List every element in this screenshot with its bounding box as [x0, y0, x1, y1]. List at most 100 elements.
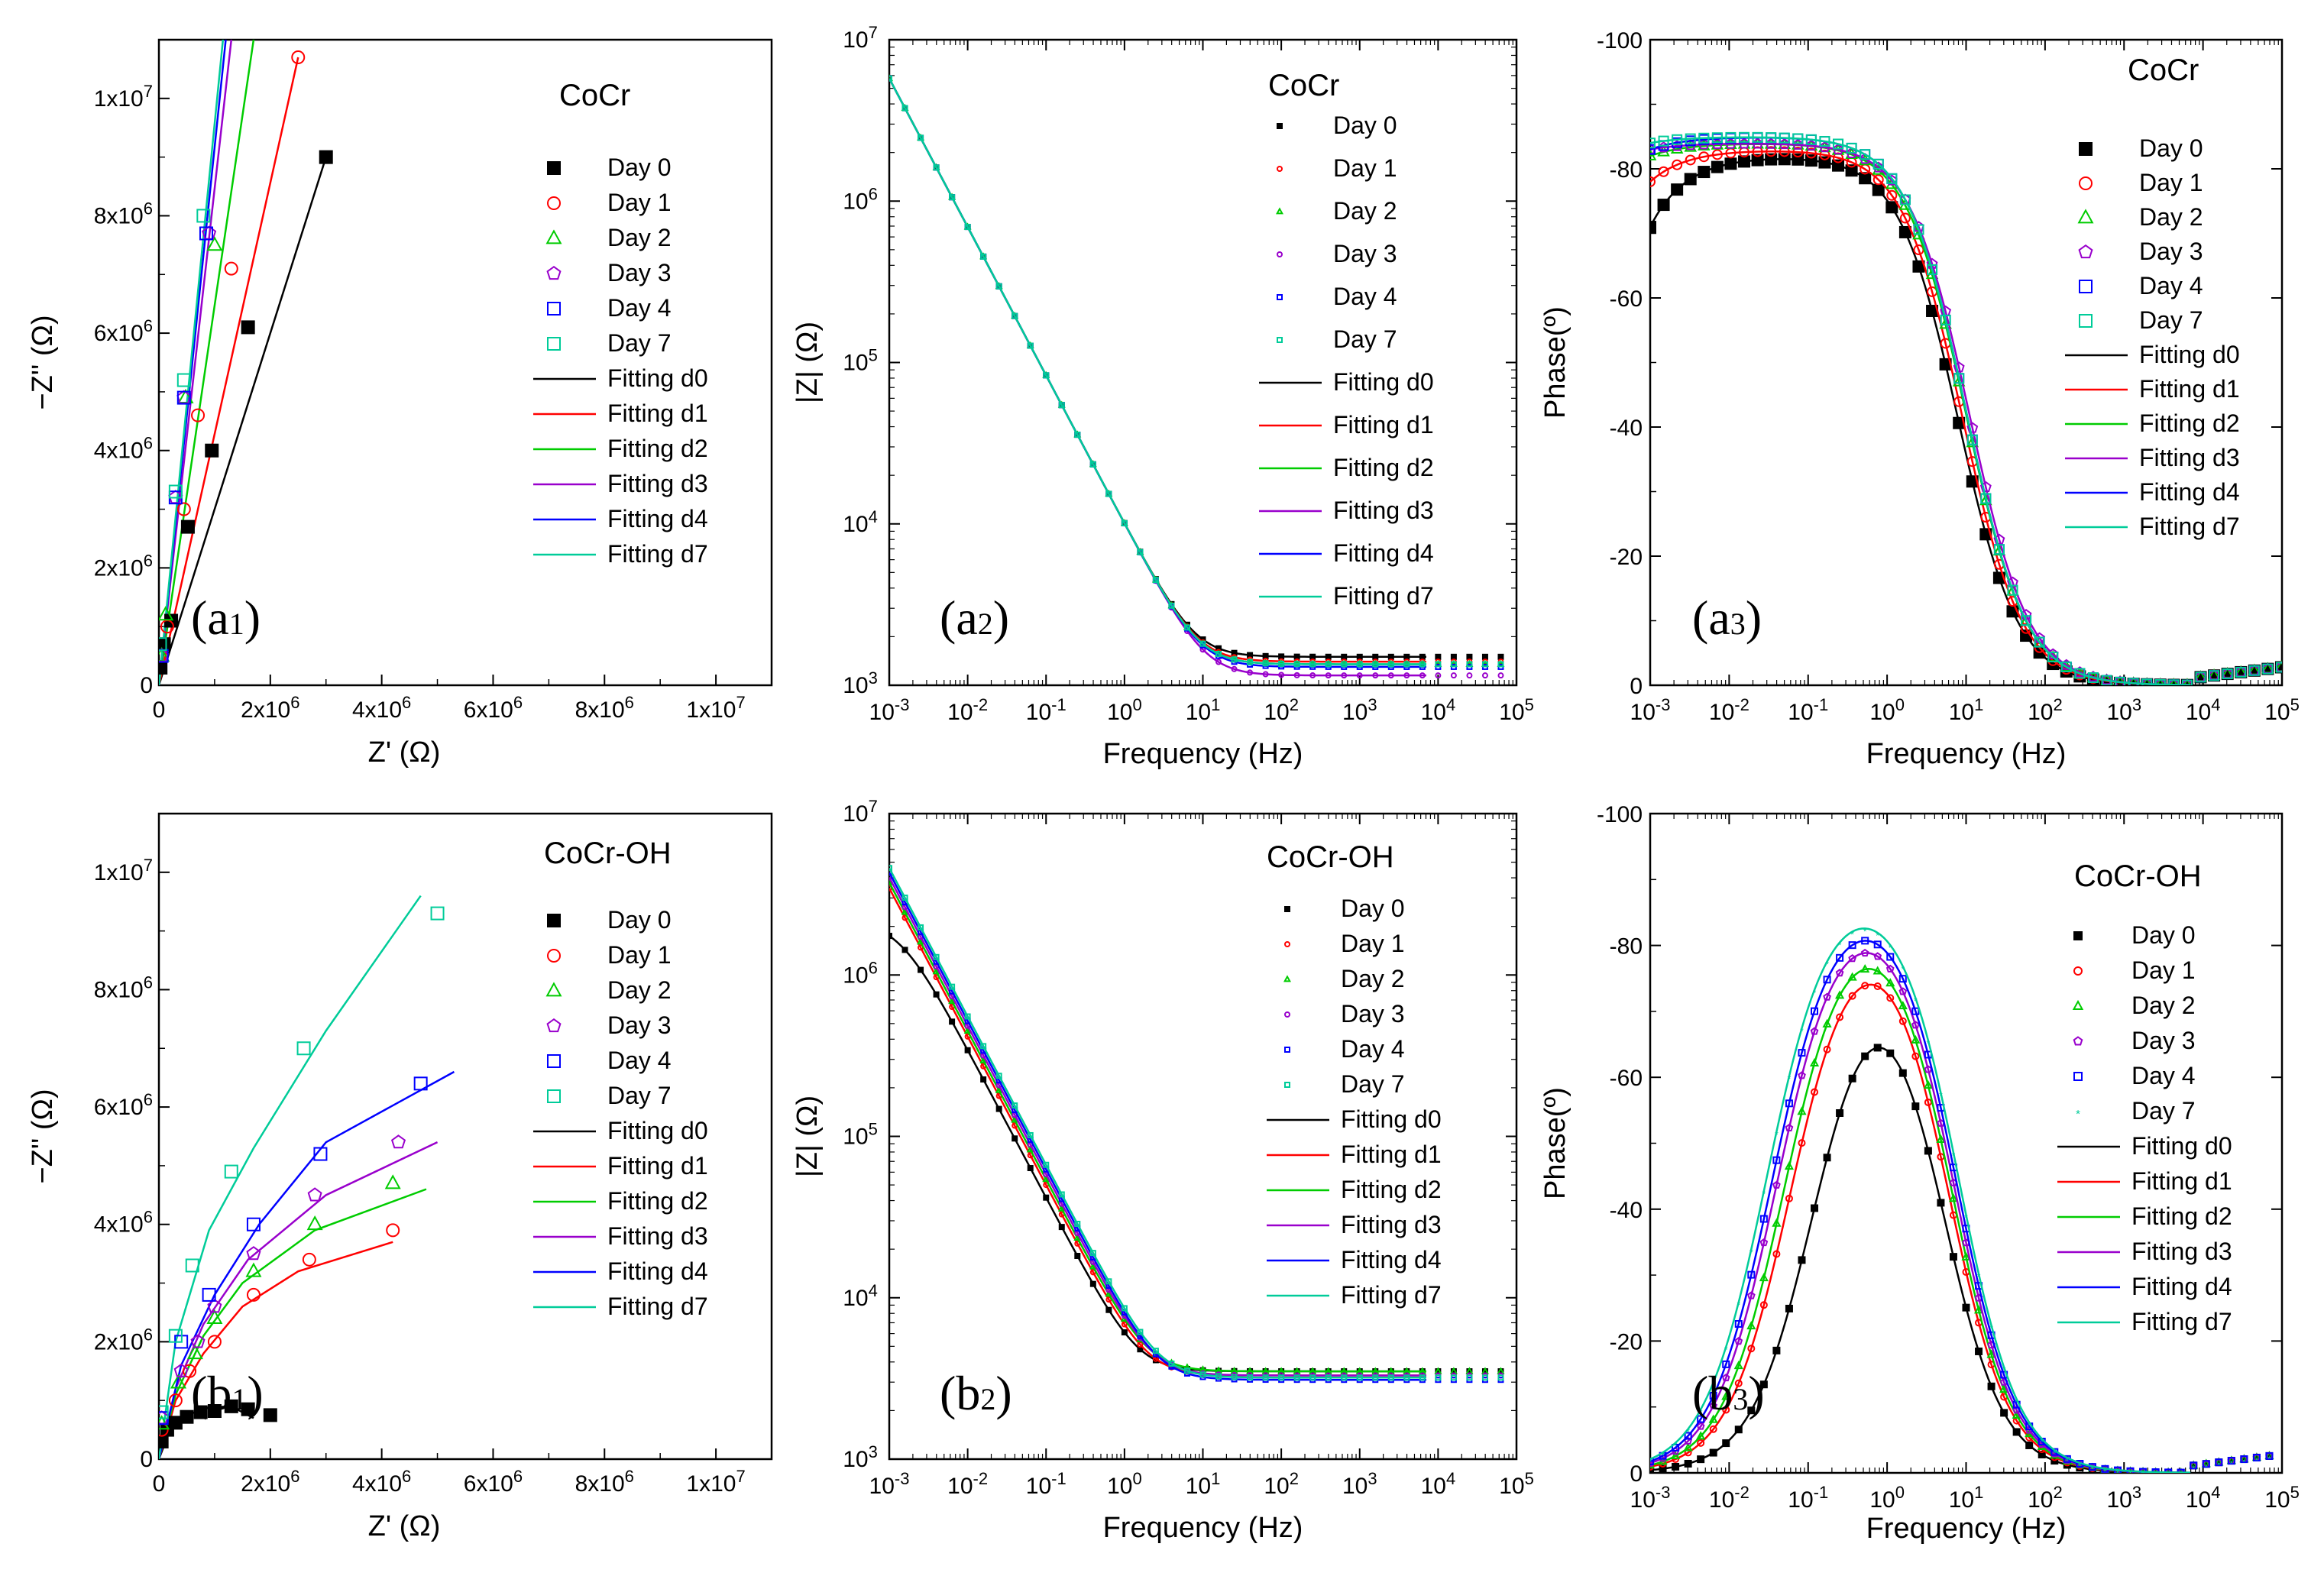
data-point-d3: [1823, 992, 1831, 1001]
data-point-d7: [1752, 131, 1763, 143]
data-point-d2: [1923, 1080, 1933, 1089]
panel-label-a3: (a3): [1692, 591, 1762, 645]
y-tick-label: 8x106: [94, 972, 153, 1002]
data-point-d0: [1435, 653, 1442, 660]
data-point-d0: [1734, 1426, 1743, 1434]
y-axis-label: −Z'' (Ω): [27, 315, 59, 409]
legend-fit-label-d0: Fitting d0: [1333, 368, 1434, 396]
x-tick-label: 10-2: [1709, 1483, 1749, 1513]
data-point-d3: [1341, 672, 1348, 679]
data-point-d3: [1885, 964, 1895, 972]
data-point-d7: *: [2053, 1448, 2057, 1458]
data-point-d7: *: [2204, 1461, 2208, 1472]
data-point-d7: *: [1762, 1189, 1766, 1199]
data-point-d7: [224, 1164, 238, 1179]
data-point-d7: *: [2103, 1466, 2107, 1477]
data-point-d4: [2190, 1461, 2198, 1470]
data-point-d3: [1262, 671, 1269, 678]
data-point-d4: [413, 1076, 428, 1091]
data-point-d1: [1872, 174, 1884, 186]
data-point-d4: [246, 1217, 261, 1231]
data-point-d0: [1659, 1464, 1667, 1473]
data-point-d0: [1672, 1462, 1680, 1471]
legend-label-d3: Day 3: [1333, 240, 1397, 267]
data-point-d7: [1481, 1374, 1488, 1381]
data-point-d7: [901, 895, 908, 901]
y-tick-label: 6x106: [94, 316, 153, 346]
legend-fit-label-d4: Fitting d4: [2131, 1273, 2232, 1300]
y-tick-label: 8x106: [94, 199, 153, 228]
data-point-d0: [1278, 653, 1285, 660]
data-point-d2: [1089, 1262, 1097, 1270]
chart-title: CoCr: [2128, 53, 2199, 87]
data-point-d4: [1798, 1049, 1806, 1057]
data-point-d7: [1325, 1374, 1332, 1381]
data-point-d3: [1873, 952, 1882, 960]
x-tick-label: 10-1: [1026, 695, 1067, 725]
data-point-d3: [1309, 672, 1316, 679]
y-tick-label: -60: [1610, 1066, 1643, 1091]
data-point-d7: [2115, 676, 2126, 685]
data-point-d0: [980, 1076, 987, 1083]
data-point-d3: [1911, 1021, 1920, 1029]
data-point-d7: [1183, 624, 1190, 631]
data-point-d7: [1953, 373, 1965, 384]
data-point-d2: [1708, 1414, 1718, 1423]
chart-a1: 00 2x106 2x106 4x106 4x106 6x106 6x106 8x106 8x1…: [27, 38, 773, 769]
data-point-d7: [1739, 131, 1750, 143]
legend-fit-label-d2: Fitting d2: [2131, 1202, 2232, 1230]
data-point-d2: [917, 937, 925, 945]
legend-a3: CoCr Day 0 Day 1 Day 2 Day 3 Day 4 Day 7 Fittin…: [2065, 53, 2240, 540]
data-point-d0: [1949, 1253, 1957, 1261]
data-point-d4: [1861, 937, 1869, 945]
legend-label-d3: Day 3: [607, 1011, 672, 1039]
plot-area: [1650, 131, 2282, 685]
chart-title: CoCr-OH: [544, 837, 672, 870]
data-point-d7: [1278, 660, 1285, 667]
data-point-d7: [1215, 651, 1222, 658]
fit-line-d7: [889, 78, 1426, 665]
fit-line-d7: [159, 895, 422, 1459]
legend-label-d4: Day 4: [607, 294, 672, 322]
x-tick-label: 10-2: [1709, 695, 1749, 725]
data-point-d0: [1709, 1448, 1717, 1457]
x-tick-label: 10-3: [869, 1469, 910, 1499]
data-point-d7: [2154, 678, 2166, 685]
data-point-d7: *: [2192, 1463, 2196, 1474]
data-point-d1: [176, 502, 191, 516]
x-tick-label: 10-3: [1630, 1483, 1671, 1513]
y-axis-label: Phase(º): [1539, 1087, 1571, 1199]
x-tick-label: 10-1: [1788, 695, 1828, 725]
legend-marker-d3: [1284, 1011, 1290, 1018]
data-point-d7: [1325, 661, 1332, 668]
data-point-d1: [1798, 1139, 1806, 1147]
data-point-d1: [1873, 982, 1882, 991]
data-point-d1: [183, 1364, 197, 1378]
legend-marker-d4: [1284, 1047, 1290, 1053]
data-point-d2: [995, 1086, 1003, 1093]
data-point-d7: [1450, 661, 1457, 668]
data-point-d2: [1733, 1361, 1743, 1370]
data-point-d0: [918, 966, 924, 973]
chart-b3: 10-3 10-2 10-1 100 101 102 103 104 105 0 -20 -40 -60…: [1539, 802, 2300, 1545]
data-point-d3: [1466, 672, 1473, 679]
legend-label-d0: Day 0: [2139, 134, 2203, 162]
legend-fit-label-d0: Fitting d0: [2131, 1132, 2232, 1160]
data-point-d0: [1759, 1380, 1768, 1389]
plot-area: * * * * * * * * * * * * * * * * * * * * * * * * * * * * * * * * * * * * * * * *…: [1650, 926, 2274, 1477]
legend-fit-label-d3: Fitting d3: [607, 1222, 708, 1250]
data-point-d1: [224, 261, 238, 276]
data-point-d7: [918, 134, 924, 141]
y-axis-label: |Z| (Ω): [791, 1095, 824, 1177]
x-tick-label: 100: [1107, 695, 1142, 725]
data-point-d3: [1435, 672, 1442, 679]
data-point-d2: [1721, 1391, 1731, 1400]
data-point-d7: [980, 253, 987, 260]
legend-marker-d1: [1284, 941, 1290, 947]
data-point-d0: [1105, 1306, 1112, 1313]
data-point-d0: [1898, 225, 1911, 238]
data-point-d7: *: [1939, 1091, 1943, 1102]
y-axis-label: −Z'' (Ω): [27, 1089, 59, 1183]
data-point-d0: [1823, 1154, 1831, 1162]
y-tick-label: 107: [843, 797, 878, 827]
